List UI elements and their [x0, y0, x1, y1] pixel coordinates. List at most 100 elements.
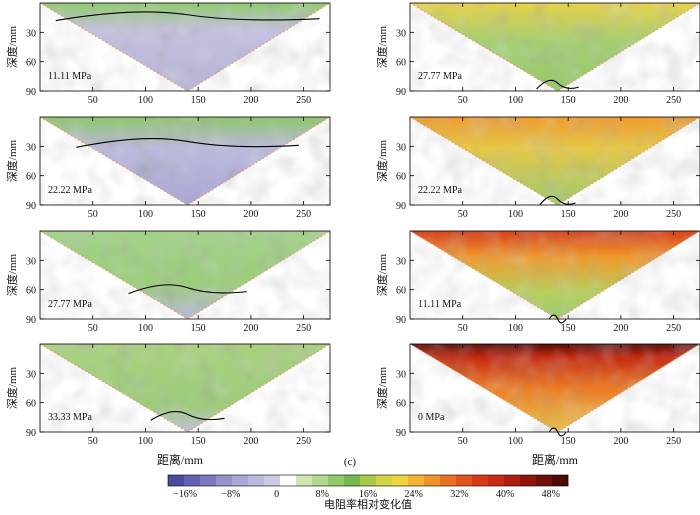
colorbar-segment: [296, 475, 313, 486]
triangle-edge: [409, 116, 700, 206]
y-tick-label: 30: [396, 256, 406, 267]
colorbar-segment: [184, 475, 201, 486]
resistivity-texture: [410, 231, 700, 319]
y-tick-label: 30: [396, 142, 406, 153]
triangle-edge: [39, 343, 331, 433]
axes-frame: [39, 343, 331, 433]
triangle-edge: [409, 343, 700, 433]
y-tick-label: 30: [26, 256, 36, 267]
resistivity-texture: [40, 3, 330, 91]
colorbar-segment: [344, 475, 361, 486]
colorbar-segment: [280, 475, 297, 486]
y-tick-label: 60: [396, 58, 406, 69]
axes-frame: [39, 116, 331, 206]
x-tick-label: 100: [508, 436, 523, 447]
y-tick-label: 90: [26, 201, 36, 212]
y-tick-label: 30: [396, 28, 406, 39]
axes-frame: [39, 230, 331, 320]
y-tick-label: 90: [396, 87, 406, 98]
colorbar-segment: [168, 475, 185, 486]
colorbar-segment: [536, 475, 553, 486]
y-axis-title: 深度/mm: [5, 139, 19, 182]
x-tick-label: 200: [613, 209, 628, 220]
x-tick-label: 250: [296, 323, 311, 334]
y-tick-label: 60: [396, 172, 406, 183]
x-tick-label: 50: [458, 436, 468, 447]
colorbar-tick-label: 16%: [359, 489, 377, 500]
y-tick-label: 90: [26, 315, 36, 326]
y-axis-title: 深度/mm: [5, 25, 19, 68]
colorbar-segment: [264, 475, 281, 486]
y-tick-label: 30: [26, 369, 36, 380]
colorbar-tick-label: 40%: [496, 489, 514, 500]
colorbar-tick-label: −8%: [221, 489, 240, 500]
colorbar-segment: [392, 475, 409, 486]
panel-right-2: 50 100 150 200 250 30 60 90 深度/mm 22.22 MPa: [375, 116, 700, 220]
y-tick-label: 60: [26, 58, 36, 69]
y-axis-title: 深度/mm: [5, 366, 19, 409]
panel-right-4: 50 100 150 200 250 30 60 90 深度/mm 0 MPa: [375, 343, 700, 447]
x-tick-label: 200: [613, 323, 628, 334]
zero-contour: [55, 11, 320, 22]
y-tick-label: 60: [396, 286, 406, 297]
y-tick-label: 60: [26, 172, 36, 183]
panel-left-2: 50 100 150 200 250 30 60 90 深度/mm 22.22 MPa: [5, 116, 331, 220]
x-tick-label: 150: [191, 209, 206, 220]
triangle-edge: [39, 2, 331, 92]
axes-frame: [409, 343, 700, 433]
colorbar-segment: [360, 475, 377, 486]
x-tick-label: 150: [561, 209, 576, 220]
colorbar-segment: [216, 475, 233, 486]
stress-label: 22.22 MPa: [48, 185, 92, 196]
colorbar-segment: [408, 475, 425, 486]
colorbar-segment: [424, 475, 441, 486]
colorbar-segment: [312, 475, 329, 486]
colorbar-segment: [232, 475, 249, 486]
y-tick-label: 30: [26, 28, 36, 39]
stress-label: 11.11 MPa: [48, 71, 92, 82]
colorbar-tick-label: −16%: [173, 489, 197, 500]
y-tick-label: 90: [396, 201, 406, 212]
x-tick-label: 50: [88, 209, 98, 220]
x-tick-label: 100: [508, 323, 523, 334]
y-axis-title: 深度/mm: [375, 253, 389, 296]
x-tick-label: 150: [561, 436, 576, 447]
x-tick-label: 200: [613, 95, 628, 106]
y-tick-label: 30: [396, 369, 406, 380]
resistivity-texture: [410, 344, 700, 432]
x-tick-label: 200: [613, 436, 628, 447]
x-tick-label: 200: [243, 436, 258, 447]
panel-left-4: 50 100 150 200 250 30 60 90 深度/mm 33.33 MPa: [5, 343, 331, 447]
x-tick-label: 150: [561, 323, 576, 334]
colorbar: −16% −8% 0 8% 16% 24% 32% 40% 48%: [167, 474, 569, 500]
y-tick-label: 60: [26, 399, 36, 410]
x-axis-title-right: 距离/mm: [532, 452, 579, 467]
y-axis-title: 深度/mm: [375, 25, 389, 68]
resistivity-texture: [40, 231, 330, 319]
x-tick-label: 100: [138, 95, 153, 106]
subfigure-label: (c): [344, 456, 357, 468]
panel-left-1: 50 100 150 200 250 30 60 90 深度/mm 11.11 MPa: [5, 2, 331, 106]
colorbar-segment: [248, 475, 265, 486]
stress-label: 27.77 MPa: [48, 299, 92, 310]
x-tick-label: 100: [508, 95, 523, 106]
zero-contour: [150, 411, 225, 421]
colorbar-segment: [200, 475, 217, 486]
x-tick-label: 250: [666, 95, 681, 106]
x-tick-label: 100: [138, 209, 153, 220]
x-tick-label: 100: [138, 323, 153, 334]
resistivity-texture: [40, 344, 330, 432]
y-tick-label: 60: [396, 399, 406, 410]
resistivity-texture: [410, 3, 700, 91]
axes-frame: [409, 2, 700, 92]
axes-frame: [39, 2, 331, 92]
colorbar-segment: [504, 475, 521, 486]
y-tick-label: 90: [396, 315, 406, 326]
stress-label: 0 MPa: [418, 412, 445, 423]
x-tick-label: 250: [666, 323, 681, 334]
triangle-edge: [409, 230, 700, 320]
colorbar-tick-label: 32%: [450, 489, 468, 500]
y-axis-title: 深度/mm: [375, 366, 389, 409]
x-tick-label: 250: [666, 209, 681, 220]
